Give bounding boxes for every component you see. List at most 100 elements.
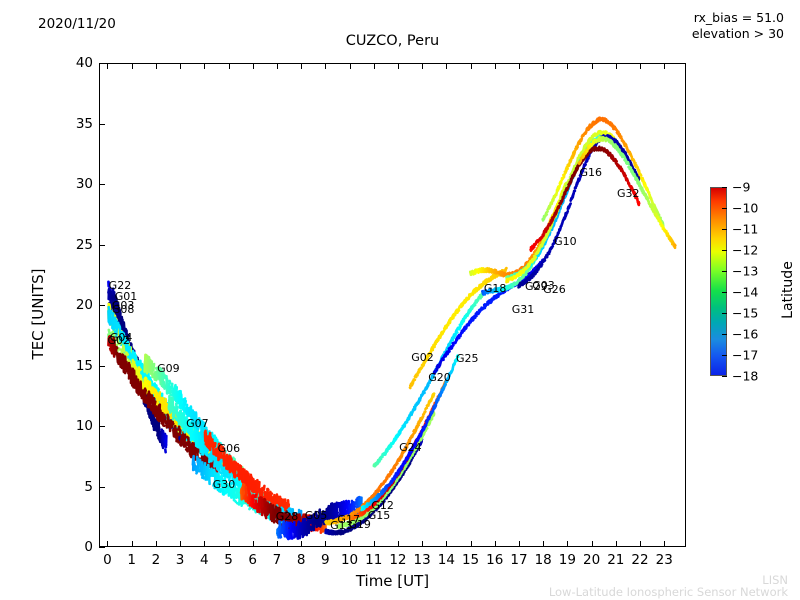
x-tick-mark-top: [664, 63, 666, 69]
colorbar-tick-label: −16: [732, 326, 759, 342]
chart-title: CUZCO, Peru: [345, 33, 440, 49]
colorbar-tick-mark: [722, 292, 727, 293]
x-tick-label: 0: [103, 552, 112, 568]
x-tick-label: 14: [437, 552, 455, 568]
colorbar-gradient: [710, 187, 727, 376]
satellite-trace: [324, 437, 424, 536]
x-tick-mark-top: [373, 63, 375, 69]
colorbar-tick-mark: [722, 208, 727, 209]
satellite-trace: [529, 145, 641, 253]
x-tick-mark-top: [640, 63, 641, 69]
x-tick-mark-top: [180, 63, 182, 69]
rx-bias-note: rx_bias = 51.0: [693, 10, 784, 25]
x-tick-mark: [422, 541, 424, 547]
x-tick-mark: [180, 541, 182, 547]
x-tick-mark-top: [422, 63, 424, 69]
x-axis-label: Time [UT]: [355, 572, 430, 590]
x-tick-label: 19: [558, 552, 576, 568]
satellite-trace: [348, 380, 448, 522]
x-tick-label: 1: [127, 552, 136, 568]
x-tick-mark: [301, 541, 303, 547]
y-tick-mark: [99, 123, 105, 125]
x-tick-mark-top: [107, 63, 109, 69]
x-tick-mark: [107, 541, 109, 547]
colorbar-label: Latitude: [780, 261, 796, 319]
x-tick-mark: [228, 541, 230, 547]
tec-traces: [107, 116, 677, 541]
x-tick-mark-top: [252, 63, 254, 69]
x-tick-mark: [131, 541, 133, 547]
colorbar-tick-label: −11: [732, 221, 759, 237]
x-tick-mark-top: [518, 63, 520, 69]
y-tick-mark: [99, 426, 105, 427]
x-tick-mark: [615, 541, 617, 547]
x-tick-label: 9: [321, 552, 330, 568]
y-tick-label: 10: [75, 418, 93, 434]
x-tick-label: 5: [224, 552, 233, 568]
colorbar-tick-label: −9: [732, 179, 751, 195]
x-tick-mark: [664, 541, 666, 547]
x-tick-label: 8: [296, 552, 306, 568]
y-tick-mark: [99, 305, 105, 306]
y-tick-label: 15: [75, 357, 93, 374]
satellite-trace: [360, 354, 460, 512]
x-tick-mark: [349, 541, 351, 547]
latitude-colorbar: [710, 187, 727, 376]
colorbar-tick-mark: [722, 229, 727, 230]
y-tick-mark: [99, 244, 105, 246]
x-tick-mark-top: [276, 63, 278, 69]
y-tick-label: 20: [75, 297, 93, 313]
x-tick-mark-top: [397, 63, 399, 69]
x-tick-mark-top: [543, 63, 545, 69]
colorbar-tick-label: −17: [732, 347, 759, 363]
x-tick-label: 21: [607, 552, 625, 568]
x-tick-mark-top: [204, 63, 206, 69]
x-tick-label: 23: [655, 552, 673, 568]
colorbar-tick-label: −10: [732, 200, 759, 216]
y-tick-mark: [99, 486, 105, 488]
x-tick-label: 10: [340, 552, 359, 568]
x-tick-mark: [325, 541, 327, 547]
x-tick-mark: [204, 541, 206, 547]
colorbar-tick-mark: [722, 334, 727, 335]
x-tick-mark-top: [155, 63, 157, 69]
satellite-trace: [505, 129, 629, 284]
colorbar-tick-mark: [722, 187, 727, 188]
x-tick-mark-top: [325, 63, 327, 69]
x-tick-mark: [518, 541, 520, 547]
x-tick-mark-top: [470, 63, 472, 69]
elevation-note: elevation > 30: [691, 25, 784, 41]
colorbar-tick-mark: [722, 313, 727, 314]
satellite-trace: [408, 266, 508, 390]
x-tick-mark: [373, 541, 375, 547]
colorbar-tick-label: −15: [732, 305, 759, 321]
y-axis-label: TEC [UNITS]: [29, 268, 47, 360]
x-tick-mark: [543, 541, 545, 547]
colorbar-tick-mark: [722, 250, 727, 251]
colorbar-tick-label: −18: [732, 368, 759, 384]
x-tick-mark: [470, 541, 472, 547]
x-tick-mark: [397, 541, 399, 547]
y-tick-label: 5: [84, 478, 93, 495]
colorbar-tick-mark: [722, 355, 727, 356]
colorbar-tick-label: −14: [732, 284, 759, 300]
x-tick-label: 4: [200, 552, 209, 568]
x-tick-label: 11: [365, 552, 383, 568]
network-acronym: LISN: [762, 573, 788, 587]
satellite-trace: [203, 429, 291, 519]
y-tick-label: 0: [84, 539, 93, 555]
y-tick-label: 30: [75, 176, 93, 192]
x-tick-label: 13: [413, 552, 431, 568]
x-tick-mark-top: [591, 63, 593, 69]
x-tick-mark-top: [615, 63, 617, 69]
x-tick-mark: [446, 541, 448, 547]
x-tick-label: 7: [272, 552, 282, 568]
x-tick-mark: [252, 541, 254, 547]
y-tick-mark: [99, 365, 105, 367]
x-tick-mark: [494, 541, 496, 547]
x-tick-label: 2: [151, 552, 161, 568]
x-tick-label: 6: [248, 552, 257, 568]
satellite-trace: [372, 291, 484, 468]
x-tick-label: 12: [389, 552, 407, 568]
